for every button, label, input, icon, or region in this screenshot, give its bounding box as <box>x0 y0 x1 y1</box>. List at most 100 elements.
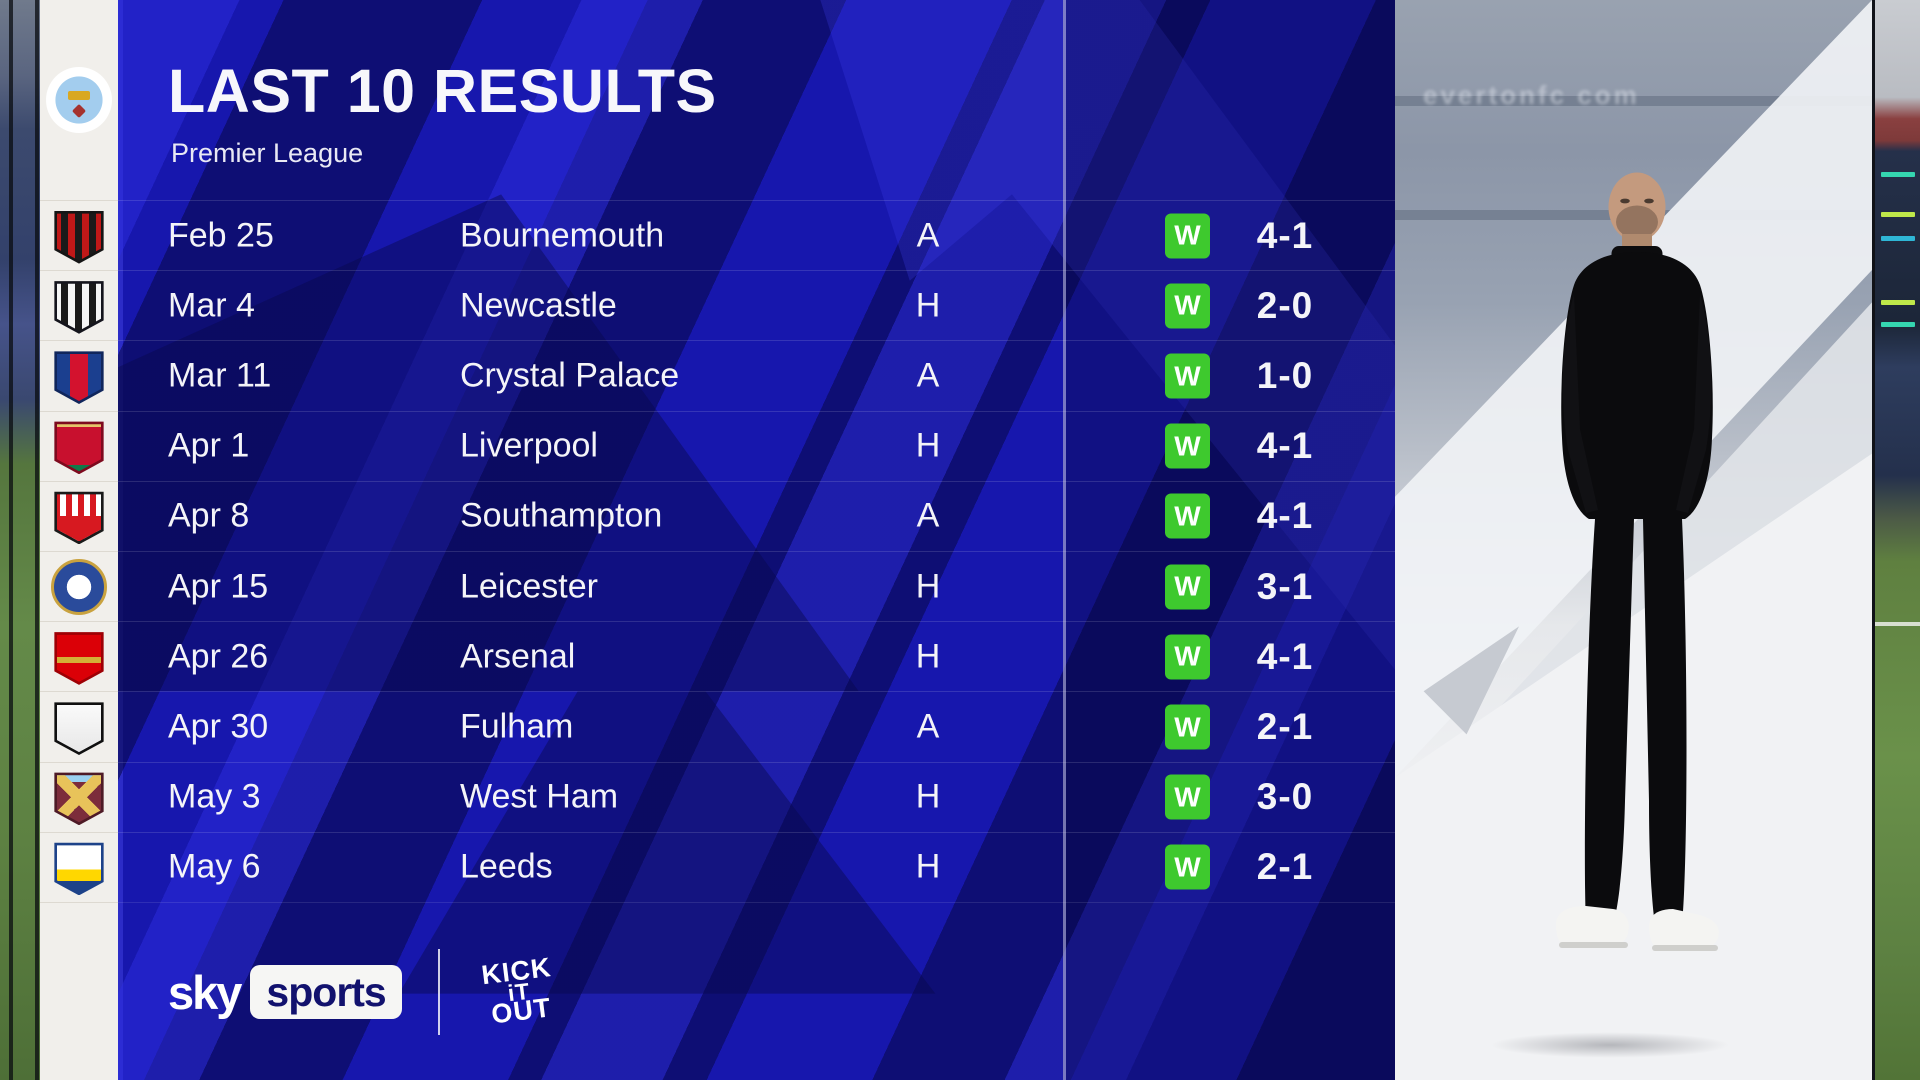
opponent-name: Newcastle <box>460 286 617 325</box>
score-value: 1-0 <box>1256 355 1314 396</box>
badge-cell <box>40 691 118 761</box>
stadium-backdrop-left <box>0 0 40 1080</box>
venue-flag: H <box>915 426 941 465</box>
opponent-name: Liverpool <box>460 426 598 465</box>
venue-flag: A <box>916 496 940 535</box>
stadium-pillar <box>9 0 13 1080</box>
opponent-badge-list <box>40 200 118 903</box>
badge-cell <box>40 340 118 410</box>
arsenal-badge-icon <box>54 632 104 685</box>
opponent-name: Leicester <box>460 567 598 606</box>
opponent-name: Crystal Palace <box>460 356 680 395</box>
win-badge: W <box>1165 844 1210 890</box>
scoreboard-line <box>1881 172 1915 177</box>
win-badge: W <box>1165 493 1210 539</box>
table-row: Mar 11 Crystal Palace A W 1-0 <box>118 340 1395 410</box>
venue-flag: A <box>916 216 940 255</box>
score-value: 2-1 <box>1256 706 1314 748</box>
score-value: 2-1 <box>1256 846 1314 888</box>
fulham-badge-icon <box>54 702 104 756</box>
match-date: Apr 26 <box>168 637 269 676</box>
venue-flag: A <box>916 707 940 746</box>
win-badge: W <box>1165 634 1210 680</box>
match-date: Feb 25 <box>168 216 274 255</box>
badge-cell <box>40 551 118 621</box>
newcastle-badge-icon <box>54 281 104 334</box>
table-row: Apr 15 Leicester H W 3-1 <box>118 551 1395 621</box>
table-row: Apr 26 Arsenal H W 4-1 <box>118 621 1395 691</box>
score-value: 3-0 <box>1256 776 1314 818</box>
opponent-name: Bournemouth <box>460 216 665 255</box>
southampton-badge-icon <box>54 491 104 545</box>
manchester-city-badge-icon <box>46 67 112 133</box>
match-date: Apr 30 <box>168 707 269 746</box>
west-ham-badge-icon <box>54 772 104 826</box>
match-date: May 6 <box>168 847 261 886</box>
win-badge: W <box>1165 283 1210 329</box>
opponent-name: West Ham <box>460 777 619 816</box>
win-badge: W <box>1165 353 1210 399</box>
table-row: Feb 25 Bournemouth A W 4-1 <box>118 200 1395 270</box>
score-value: 2-0 <box>1256 284 1314 326</box>
kick-it-out-line: OUT <box>489 992 553 1030</box>
liverpool-badge-icon <box>54 421 104 475</box>
venue-flag: A <box>916 356 940 395</box>
stadium-tier-line <box>1395 96 1872 106</box>
badge-cell <box>40 270 118 340</box>
match-date: Apr 15 <box>168 567 269 606</box>
manager-photo-panel: evertonfc com <box>1395 0 1872 1080</box>
team-badge-rail <box>40 0 118 1080</box>
figure-shadow <box>1490 1032 1730 1058</box>
match-date: Apr 8 <box>168 496 250 535</box>
page-title: LAST 10 RESULTS <box>168 57 717 125</box>
manager-figure <box>1556 172 1719 951</box>
table-row: Apr 8 Southampton A W 4-1 <box>118 480 1395 551</box>
match-date: Apr 1 <box>168 426 250 465</box>
badge-cell <box>40 621 118 691</box>
leeds-badge-icon <box>54 842 104 896</box>
stadium-backdrop-right <box>1872 0 1920 1080</box>
leicester-badge-icon <box>51 558 107 615</box>
scoreboard-line <box>1881 322 1915 327</box>
stadium-pillar <box>35 0 39 1080</box>
crystal-palace-badge-icon <box>54 351 104 404</box>
venue-flag: H <box>915 286 941 325</box>
team-badge-cell <box>40 0 118 200</box>
broadcaster-footer: sky sports KICK iT OUT <box>168 942 566 1042</box>
logo-divider <box>437 949 440 1035</box>
win-badge: W <box>1165 704 1210 750</box>
badge-cell <box>40 761 118 832</box>
sky-sports-logo: sports <box>250 965 402 1019</box>
badge-cell <box>40 831 118 902</box>
badge-cell <box>40 410 118 481</box>
bournemouth-badge-icon <box>54 210 104 264</box>
win-badge: W <box>1165 564 1210 610</box>
table-row: May 3 West Ham H W 3-0 <box>118 761 1395 832</box>
opponent-name: Arsenal <box>460 637 576 676</box>
match-date: Mar 11 <box>168 356 272 395</box>
sky-logo: sky <box>168 965 242 1019</box>
opponent-name: Leeds <box>460 847 553 886</box>
badge-cell <box>40 480 118 551</box>
kick-it-out-logo: KICK iT OUT <box>466 940 571 1045</box>
win-badge: W <box>1165 774 1210 820</box>
score-column-shade <box>1063 0 1395 1080</box>
score-value: 4-1 <box>1256 425 1314 467</box>
venue-flag: H <box>915 777 941 816</box>
stadium-ad-text: evertonfc com <box>1423 80 1640 110</box>
table-row: Mar 4 Newcastle H W 2-0 <box>118 270 1395 340</box>
venue-flag: H <box>915 637 941 676</box>
scoreboard-line <box>1881 300 1915 305</box>
scoreboard-line <box>1881 212 1915 217</box>
score-value: 3-1 <box>1256 565 1314 607</box>
table-row: May 6 Leeds H W 2-1 <box>118 831 1395 902</box>
match-date: Mar 4 <box>168 286 255 325</box>
badge-cell <box>40 200 118 270</box>
score-value: 4-1 <box>1256 495 1314 537</box>
opponent-name: Fulham <box>460 707 574 746</box>
opponent-name: Southampton <box>460 496 663 535</box>
score-value: 4-1 <box>1256 635 1314 677</box>
results-table: Feb 25 Bournemouth A W 4-1 Mar 4 Newcast… <box>118 200 1395 903</box>
pitch-line <box>1875 622 1920 626</box>
